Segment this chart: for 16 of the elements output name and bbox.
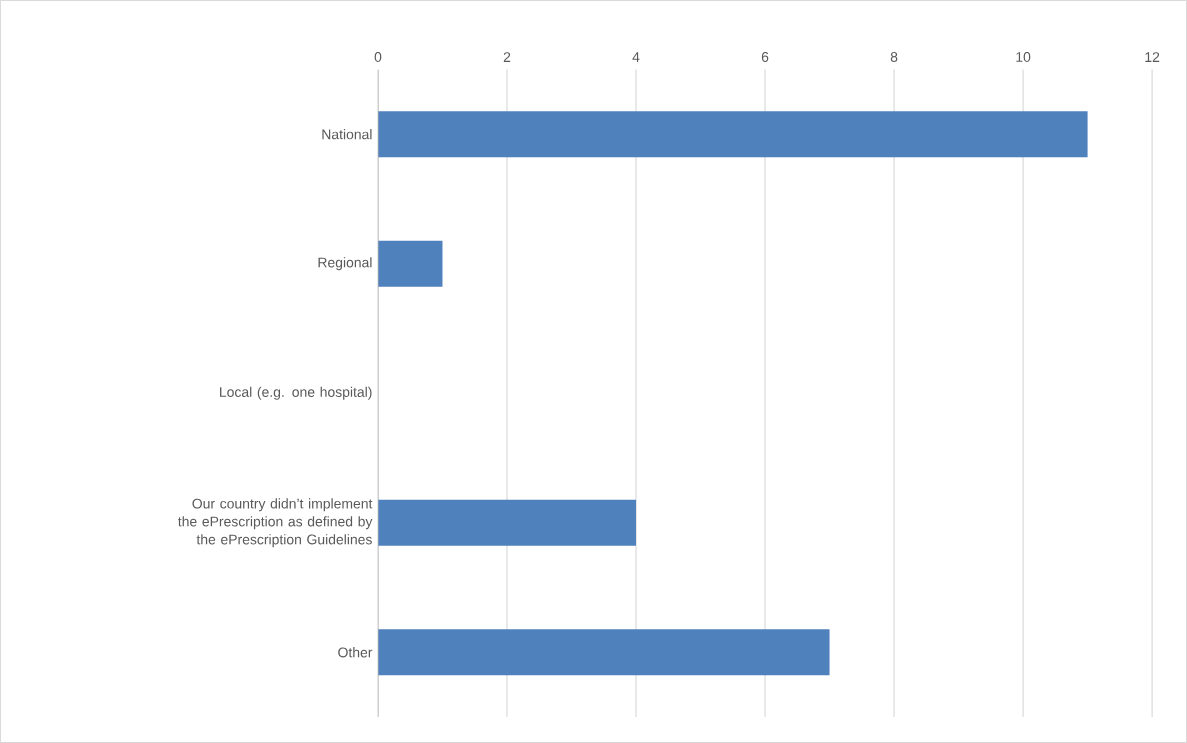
y-tick-label: Regional xyxy=(318,257,372,271)
x-tick-label: 2 xyxy=(503,52,511,62)
x-tick-label: 10 xyxy=(1016,52,1031,62)
y-tick-label: Our country didn’t implement the ePrescription as defined by the ePrescription Guidelines xyxy=(178,498,373,548)
x-tick-label: 4 xyxy=(632,52,640,62)
y-tick-label: Other xyxy=(338,647,373,658)
y-tick-label: Local (e.g. one hospital) xyxy=(220,386,372,400)
x-tick-label: 8 xyxy=(890,52,898,62)
x-tick-label: 6 xyxy=(761,52,769,62)
y-tick-label: National xyxy=(322,129,372,140)
x-tick-label: 0 xyxy=(374,52,382,62)
bar xyxy=(377,499,637,546)
x-tick-label: 12 xyxy=(1145,52,1160,62)
bar xyxy=(377,111,1088,158)
bar xyxy=(377,629,830,676)
bar xyxy=(377,240,443,287)
